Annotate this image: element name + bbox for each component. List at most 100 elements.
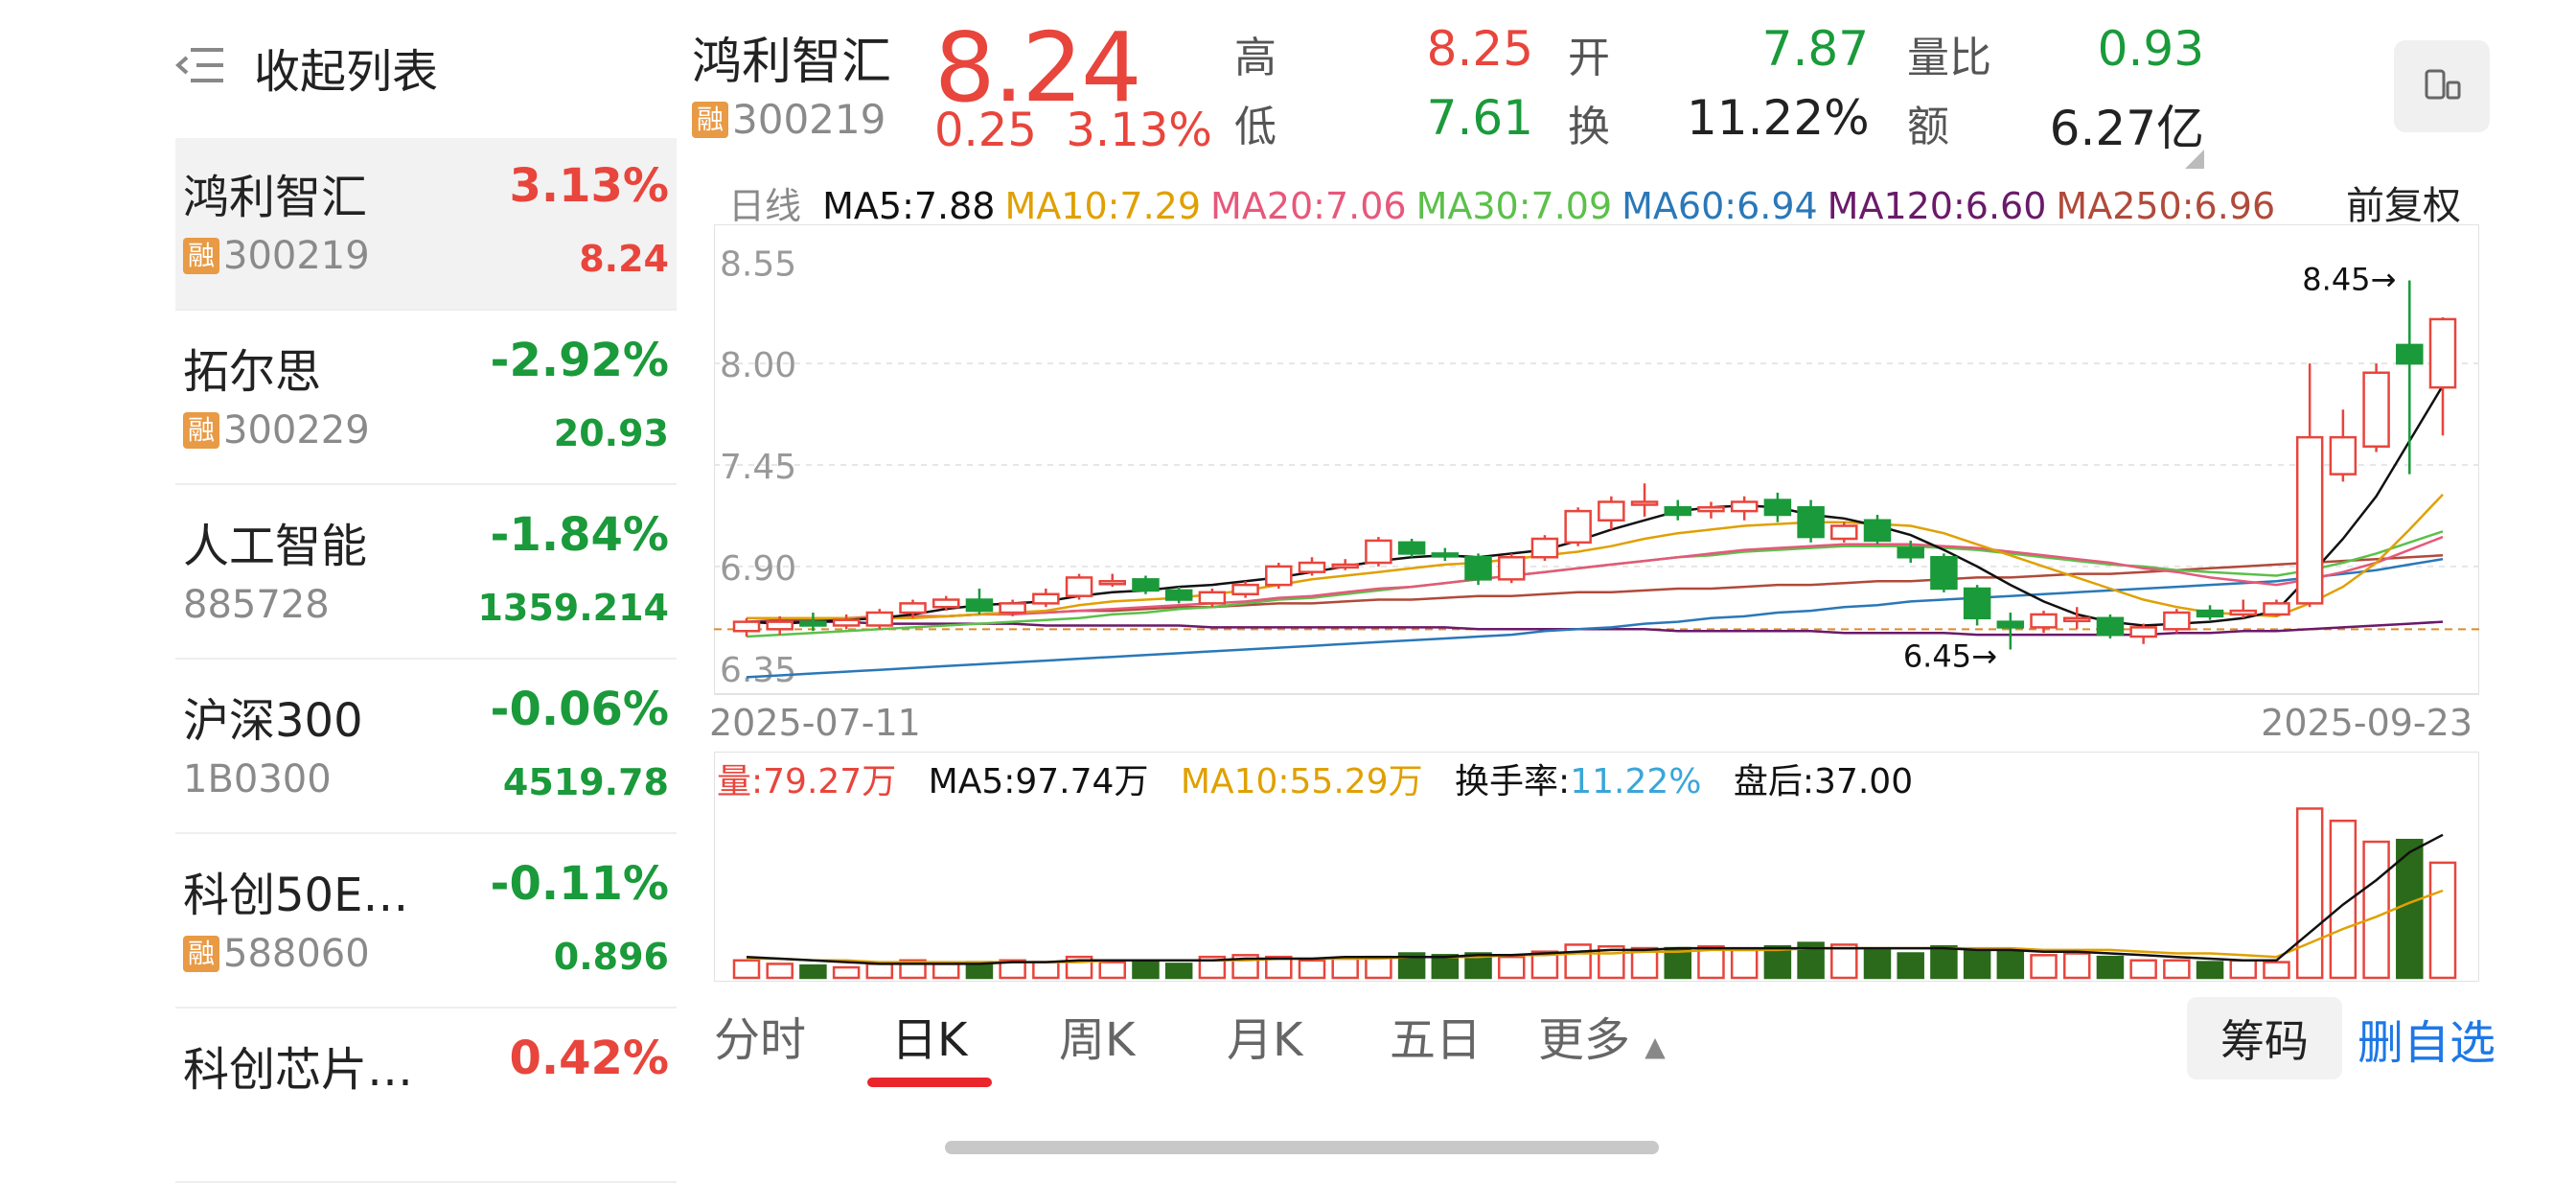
candle-body <box>1730 500 1759 513</box>
volume-ma5: MA5:97.74万 <box>928 762 1149 801</box>
candle-body <box>2196 609 2224 618</box>
ma-items: MA5:7.88 MA10:7.29 MA20:7.06 MA30:7.09 MA60:… <box>822 185 2285 227</box>
tab-2[interactable]: 周K <box>1059 1002 1227 1069</box>
candle-body <box>1863 519 1892 543</box>
candle-body <box>2263 602 2290 616</box>
y-tick-label: 8.00 <box>720 346 796 385</box>
watchlist-item[interactable]: 鸿利智汇 3.13% 融 300219 8.24 <box>175 138 677 311</box>
margin-badge: 融 <box>183 936 219 972</box>
candle-body <box>2163 611 2191 631</box>
volume-bar <box>1431 954 1460 980</box>
volume-bar <box>2229 959 2258 980</box>
ma-legend-item: MA20:7.06 <box>1210 185 1407 227</box>
watchlist-item-change: 0.42% <box>509 1032 669 1085</box>
candle-body <box>965 598 994 613</box>
y-tick-label: 6.35 <box>720 651 796 690</box>
volume-bar <box>1897 952 1924 980</box>
date-end-label: 2025-09-23 <box>2261 702 2472 744</box>
home-indicator[interactable] <box>945 1141 1659 1154</box>
watchlist-item[interactable]: 拓尔思 -2.92% 融 300229 20.93 <box>175 313 677 485</box>
tab-4[interactable]: 五日 <box>1390 1002 1538 1069</box>
watchlist-item[interactable]: 科创50E… -0.11% 融 588060 0.896 <box>175 836 677 1009</box>
volume-ratio-label: 量比 <box>1907 34 1991 82</box>
watchlist-item-price: 20.93 <box>553 412 669 454</box>
candlestick-chart[interactable]: 8.55 8.00 7.45 6.90 6.35 8.45→ 6.45→ <box>714 224 2479 696</box>
candle-body <box>1365 539 1392 565</box>
volume-chart[interactable] <box>714 752 2479 982</box>
watchlist-item[interactable]: 科创芯片… 0.42% <box>175 1010 677 1183</box>
max-price-label: 8.45→ <box>2302 262 2396 298</box>
volume-bar <box>932 963 960 980</box>
watchlist-item[interactable]: 沪深300 -0.06% 1B0300 4519.78 <box>175 661 677 834</box>
volume-bar <box>1132 959 1160 980</box>
volume-bar <box>1963 950 1991 980</box>
watchlist-item-code-row: 融 300219 <box>183 234 370 278</box>
adjust-mode-button[interactable]: 前复权 <box>2346 184 2461 228</box>
candle-body <box>1198 591 1227 605</box>
watchlist-item-change: -1.84% <box>490 508 669 562</box>
tab-5[interactable]: 更多 ▲ <box>1538 1002 1730 1069</box>
chips-button[interactable]: 筹码 <box>2187 997 2342 1079</box>
date-start-label: 2025-07-11 <box>709 702 921 744</box>
candle-body <box>2428 317 2457 389</box>
candle-body <box>732 620 761 633</box>
volume-bar <box>1730 948 1759 980</box>
watchlist-item-price: 0.896 <box>553 936 669 978</box>
low-label: 低 <box>1234 103 1276 151</box>
volume-legend: 量:79.27万 MA5:97.74万 MA10:55.29万 换手率:11.2… <box>717 754 1934 803</box>
volume-bar <box>1365 955 1392 980</box>
expand-corner-icon[interactable] <box>2185 150 2204 173</box>
watchlist-item-name: 沪深300 <box>183 694 363 748</box>
volume-volume_ma5_ratio-line <box>746 833 2444 965</box>
candle-body <box>1630 500 1659 506</box>
margin-badge: 融 <box>692 101 728 138</box>
candle-body <box>2295 435 2324 605</box>
y-tick-label: 7.45 <box>720 448 796 487</box>
candle-body <box>2329 435 2358 476</box>
candle-body <box>2129 626 2157 638</box>
after-hours-volume: 盘后:37.00 <box>1733 762 1914 801</box>
candle-body <box>1331 563 1359 569</box>
candle-body <box>1996 620 2025 629</box>
candle-body <box>1032 592 1060 605</box>
volume-bar <box>1198 955 1227 980</box>
volume-bar <box>1598 944 1625 980</box>
ma20-line <box>747 535 2444 620</box>
collapse-list-button[interactable]: 收起列表 <box>174 29 438 105</box>
tab-3[interactable]: 月K <box>1227 1002 1390 1069</box>
volume-bar <box>2096 955 2125 980</box>
y-tick-label: 8.55 <box>720 244 796 284</box>
moving-average-legend: 日线 MA5:7.88 MA10:7.29 MA20:7.06 MA30:7.09 MA… <box>728 176 2294 229</box>
watchlist-item-code-row: 融 300229 <box>183 408 370 452</box>
volume-bar <box>2396 838 2424 980</box>
change-percent: 3.13% <box>1066 104 1212 157</box>
watchlist-item-price: 4519.78 <box>502 761 669 803</box>
watchlist-item-change: 3.13% <box>509 159 669 213</box>
volume-bar <box>766 963 794 980</box>
ma-legend-item: MA120:6.60 <box>1827 185 2047 227</box>
period-label: 日线 <box>728 185 802 227</box>
candle-body <box>1497 556 1526 581</box>
tab-1[interactable]: 日K <box>891 1002 1059 1069</box>
turnover-value: 11.22% <box>1687 90 1870 146</box>
min-price-label: 6.45→ <box>1903 638 1997 675</box>
candle-body <box>2096 616 2125 637</box>
volume-bar <box>832 965 861 980</box>
landscape-toggle-button[interactable] <box>2394 40 2490 132</box>
remove-watchlist-button[interactable]: 删自选 <box>2358 1016 2496 1070</box>
turnover-rate-label: 换手率: <box>1455 762 1571 801</box>
watchlist-item[interactable]: 人工智能 -1.84% 885728 1359.214 <box>175 487 677 660</box>
ma5-line <box>746 384 2445 627</box>
volume-bar <box>2428 861 2457 980</box>
watchlist-item-code-row: 885728 <box>183 583 330 627</box>
candle-body <box>799 620 827 627</box>
candle-body <box>1098 580 1127 586</box>
candle-body <box>1897 546 1924 559</box>
candle-body <box>1164 589 1193 601</box>
tab-0[interactable]: 分时 <box>714 1002 891 1069</box>
candle-body <box>2396 343 2424 365</box>
volume-bar <box>2129 959 2157 980</box>
watchlist-item-code: 588060 <box>223 932 370 976</box>
volume-bar <box>1265 955 1293 980</box>
candle-body <box>1431 552 1460 558</box>
